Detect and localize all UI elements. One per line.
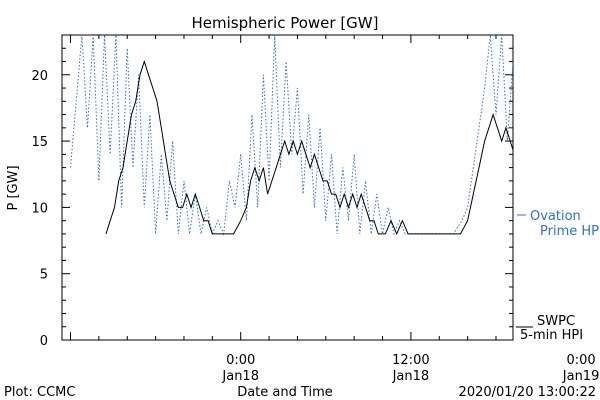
x-tick-label-date: Jan18: [221, 369, 259, 384]
y-tick-label: 10: [31, 201, 48, 216]
legend-ovation-label-2: Prime HPI: [540, 224, 600, 239]
y-tick-label: 20: [31, 69, 48, 84]
footer-timestamp: 2020/01/20 13:00:22: [459, 385, 596, 400]
legend-swpc-label-2: 5-min HPI: [520, 328, 583, 343]
y-tick-label: 5: [40, 268, 48, 283]
y-tick-label: 0: [40, 334, 48, 349]
x-tick-label-time: 0:00: [566, 353, 595, 368]
legend-ovation-label-1: Ovation: [530, 209, 581, 224]
x-axis: 0:00Jan1812:00Jan180:00Jan1912:00Jan190:…: [70, 35, 600, 384]
footer-plot-source: Plot: CCMC: [4, 385, 75, 400]
series-layer: [70, 35, 513, 236]
x-axis-label: Date and Time: [237, 385, 333, 400]
plot-border: [61, 34, 514, 341]
legend-swpc-label-1: SWPC: [537, 314, 575, 329]
y-tick-label: 15: [31, 135, 48, 150]
x-tick-label-date: Jan18: [392, 369, 430, 384]
y-axis: 0 5 10 15 20: [31, 34, 513, 349]
series-swpc-line: [105, 59, 513, 236]
plot-frame: [61, 34, 514, 341]
x-tick-label-time: 0:00: [226, 353, 255, 368]
chart-title: Hemispheric Power [GW]: [192, 14, 379, 32]
legend: Ovation Prime HPI SWPC 5-min HPI: [516, 209, 600, 343]
x-tick-label-time: 12:00: [392, 353, 429, 368]
y-axis-label: P [GW]: [6, 165, 21, 210]
x-tick-label-date: Jan19: [562, 369, 600, 384]
series-ovation-prime-line: [70, 35, 513, 236]
